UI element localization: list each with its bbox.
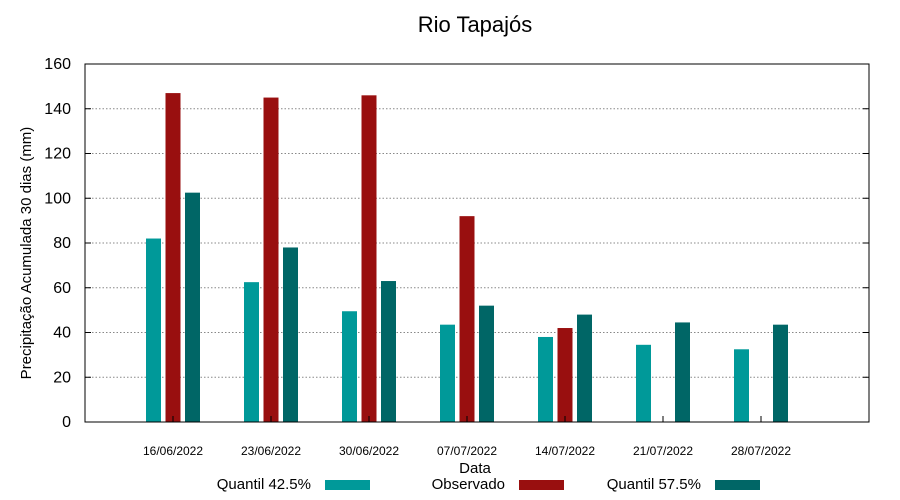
y-tick-label: 160 [44,56,71,73]
bar [165,93,181,423]
bar [636,344,651,422]
x-tick-label: 14/07/2022 [535,444,595,458]
bar [538,336,553,422]
legend-swatch [519,480,564,490]
bar [440,324,455,422]
bar [459,216,475,422]
bar [361,95,377,422]
bar [557,328,573,422]
y-tick-label: 60 [53,280,71,297]
x-tick-label: 28/07/2022 [731,444,791,458]
bar [283,247,298,422]
bar [342,311,357,422]
bar [381,281,396,422]
x-tick-label: 21/07/2022 [633,444,693,458]
legend-label: Quantil 57.5% [607,476,701,493]
legend-swatch [715,480,760,490]
y-tick-label: 0 [62,414,71,431]
legend-label: Observado [432,476,505,493]
x-tick-label: 16/06/2022 [143,444,203,458]
bar [244,282,259,422]
y-axis-label: Precipitação Acumulada 30 dias (mm) [18,127,35,380]
chart-title: Rio Tapajós [418,12,533,37]
bar [479,305,494,422]
legend: Quantil 42.5% Observado Quantil 57.5% [217,476,760,493]
y-tick-label: 20 [53,369,71,386]
y-tick-label: 80 [53,235,71,252]
bars [146,93,788,423]
x-axis-label: Data [459,460,491,477]
bar [263,97,279,422]
grid-lines [85,108,869,378]
bar [185,192,200,422]
y-tick-label: 40 [53,325,71,342]
y-axis-ticks: 0 20 40 60 80 100 120 140 160 [44,56,869,431]
bar [734,349,749,422]
bar [675,322,690,422]
legend-swatch [325,480,370,490]
x-tick-label: 23/06/2022 [241,444,301,458]
y-tick-label: 140 [44,101,71,118]
bar [773,324,788,422]
legend-label: Quantil 42.5% [217,476,311,493]
y-tick-label: 100 [44,190,71,207]
y-tick-label: 120 [44,146,71,163]
x-tick-label: 07/07/2022 [437,444,497,458]
bar [577,314,592,422]
bar [146,238,161,422]
x-tick-label: 30/06/2022 [339,444,399,458]
x-axis-ticks: 16/06/2022 23/06/2022 30/06/2022 07/07/2022… [143,416,791,458]
